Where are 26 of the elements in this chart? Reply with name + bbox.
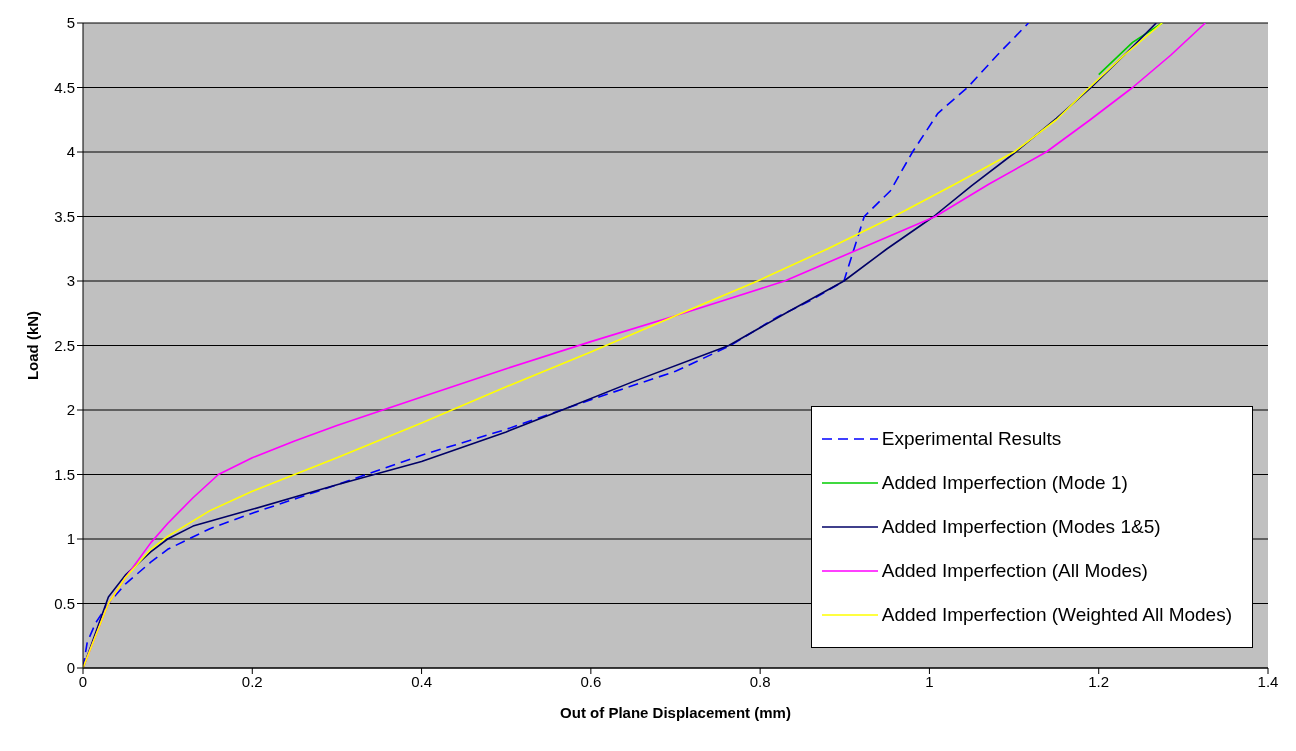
y-tick-label: 2.5 bbox=[54, 336, 75, 354]
y-tick-label: 2 bbox=[66, 401, 75, 419]
y-axis-title: Load (kN) bbox=[24, 310, 42, 381]
y-tick-label: 0 bbox=[66, 659, 75, 677]
legend-label: Added Imperfection (All Modes) bbox=[881, 560, 1148, 582]
x-tick-label: 0.4 bbox=[411, 672, 432, 690]
x-axis-title: Out of Plane Displacement (mm) bbox=[560, 704, 791, 721]
y-tick-label: 3.5 bbox=[54, 207, 75, 225]
legend-label: Added Imperfection (Modes 1&5) bbox=[881, 516, 1161, 538]
x-tick-label: 1.2 bbox=[1088, 672, 1110, 690]
y-tick-label: 5 bbox=[66, 14, 75, 32]
y-tick-label: 1.5 bbox=[54, 465, 75, 483]
x-tick-label: 1 bbox=[925, 672, 934, 690]
x-tick-label: 0.2 bbox=[241, 672, 263, 690]
y-tick-label: 0.5 bbox=[54, 594, 75, 612]
y-tick-label: 4.5 bbox=[54, 78, 75, 96]
x-tick-label: 0.8 bbox=[749, 672, 771, 690]
x-tick-label: 0.6 bbox=[580, 672, 602, 690]
y-tick-label: 3 bbox=[66, 272, 75, 290]
x-tick-label: 1.4 bbox=[1257, 672, 1279, 690]
y-tick-label: 1 bbox=[66, 530, 75, 548]
x-tick-label: 0 bbox=[78, 672, 88, 690]
y-tick-label: 4 bbox=[66, 143, 75, 161]
legend-label: Experimental Results bbox=[881, 428, 1062, 450]
legend-label: Added Imperfection (Weighted All Modes) bbox=[881, 604, 1232, 626]
legend-label: Added Imperfection (Mode 1) bbox=[881, 472, 1128, 494]
